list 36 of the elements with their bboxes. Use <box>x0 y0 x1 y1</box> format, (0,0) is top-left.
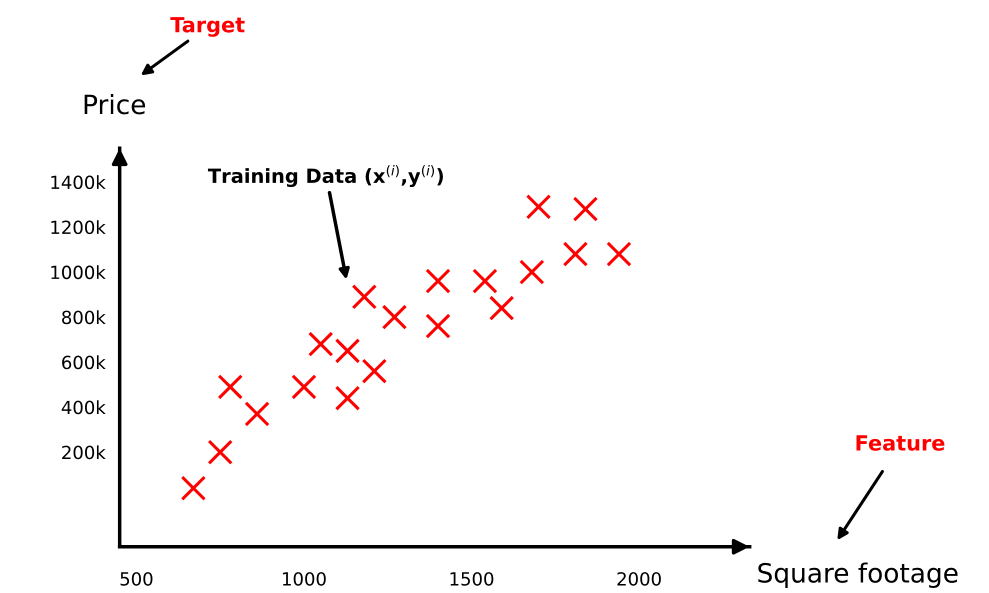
point <box>218 374 243 400</box>
point <box>352 284 377 310</box>
x-tick-label: 1000 <box>282 572 326 586</box>
point <box>572 196 598 222</box>
point <box>382 304 408 330</box>
point <box>244 401 270 427</box>
y-axis-title: Price <box>84 94 146 114</box>
y-tick-label: 1400k <box>51 175 106 190</box>
point <box>362 358 387 384</box>
point <box>606 241 632 267</box>
point <box>519 259 544 285</box>
y-tick-label: 200k <box>62 445 106 460</box>
point <box>334 338 360 364</box>
y-tick-label: 400k <box>62 400 106 414</box>
text: Feature <box>856 435 944 451</box>
x-tick-label: 2000 <box>617 572 661 586</box>
point <box>334 386 360 411</box>
y-tick-label: 600k <box>62 355 106 370</box>
x-axis-title: Square footage <box>758 562 958 588</box>
y-tick-label: 800k <box>62 310 106 324</box>
point <box>180 476 206 501</box>
annotation: Training Data (x$^{(i)}$,y$^{(i)}$) <box>208 165 443 188</box>
point <box>562 241 588 267</box>
point <box>472 268 498 294</box>
x-tick-label: 500 <box>120 572 152 586</box>
point <box>291 374 317 400</box>
x-tick-label: 1500 <box>450 572 494 586</box>
y-tick-label: 1000k <box>51 265 106 280</box>
y-tick-label: 1200k <box>51 220 106 234</box>
point <box>208 440 233 465</box>
point <box>425 268 451 294</box>
point <box>526 194 552 220</box>
point <box>489 295 514 321</box>
point <box>425 313 451 339</box>
text: Target <box>170 17 245 37</box>
point <box>308 331 334 357</box>
